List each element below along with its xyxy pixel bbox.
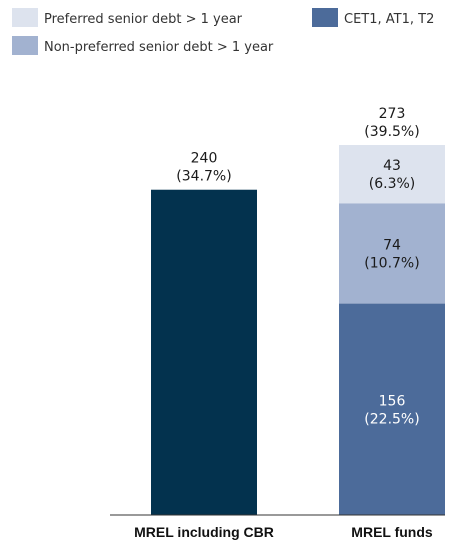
legend-label-non-preferred-senior-debt-1-year: Non-preferred senior debt > 1 year — [44, 40, 274, 55]
segment-value-cet1: 156 — [379, 393, 406, 409]
x-axis-labels: MREL including CBR MREL funds — [134, 524, 433, 540]
bar-mrel-cbr — [151, 189, 257, 515]
total-pct-mrel-including-cbr: (34.7%) — [176, 169, 231, 185]
bar-cet1 — [339, 303, 445, 515]
legend-swatch-preferred-senior-debt-1-year — [12, 8, 38, 27]
segment-pct-nonpref: (10.7%) — [364, 255, 419, 271]
data-labels-group: 156 (22.5%) 74 (10.7%) 43 (6.3%) 240 (34.7%) 273… — [176, 106, 419, 427]
bars-group — [151, 145, 445, 515]
x-tick-label-mrel-funds: MREL funds — [351, 524, 433, 540]
legend-label-preferred-senior-debt-1-year: Preferred senior debt > 1 year — [44, 12, 243, 27]
bar-pref — [339, 145, 445, 204]
legend-label-cet1-at1-t2: CET1, AT1, T2 — [344, 12, 434, 27]
x-tick-label-mrel-including-cbr: MREL including CBR — [134, 524, 274, 540]
segment-pct-cet1: (22.5%) — [364, 411, 419, 427]
bar-nonpref — [339, 203, 445, 304]
segment-value-nonpref: 74 — [383, 237, 401, 253]
segment-value-pref: 43 — [383, 158, 401, 174]
total-value-mrel-including-cbr: 240 — [191, 151, 218, 167]
total-value-mrel-funds: 273 — [379, 106, 406, 122]
segment-pct-pref: (6.3%) — [369, 176, 416, 192]
legend-swatch-non-preferred-senior-debt-1-year — [12, 36, 38, 55]
legend-swatch-cet1-at1-t2 — [312, 8, 338, 27]
total-pct-mrel-funds: (39.5%) — [364, 124, 419, 140]
chart-legend: Preferred senior debt > 1 year CET1, AT1,… — [12, 8, 434, 55]
